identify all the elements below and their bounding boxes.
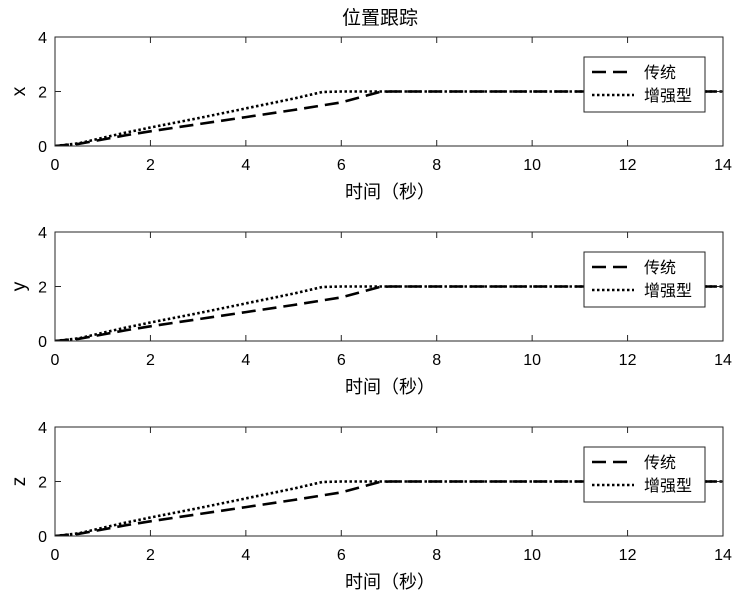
y-tick-label: 4 <box>38 420 47 437</box>
legend: 传统增强型 <box>584 57 705 112</box>
legend: 传统增强型 <box>584 447 705 502</box>
legend-label-2: 增强型 <box>644 282 692 300</box>
y-tick-label: 2 <box>38 85 47 102</box>
x-tick-label: 2 <box>146 352 155 369</box>
x-tick-label: 6 <box>337 157 346 174</box>
x-tick-label: 0 <box>51 352 60 369</box>
chart-panel-x: 0 2 4 6 8 10 12 14 0 2 4 x 时间（秒） 传统增强型 <box>9 30 732 202</box>
x-tick-label: 6 <box>337 352 346 369</box>
legend: 传统增强型 <box>584 252 705 307</box>
legend-label-1: 传统 <box>644 64 676 82</box>
x-tick-label: 0 <box>51 547 60 564</box>
y-tick-label: 4 <box>38 30 47 47</box>
chart-panel-z: 0 2 4 6 8 10 12 14 0 2 4 z 时间（秒） 传统增强型 <box>9 420 732 592</box>
y-axis-label: z <box>9 477 30 487</box>
y-axis-label: x <box>9 86 30 96</box>
x-tick-label: 10 <box>523 547 541 564</box>
x-tick-label: 4 <box>241 352 250 369</box>
x-tick-label: 0 <box>51 157 60 174</box>
x-tick-label: 14 <box>714 157 732 174</box>
x-tick-label: 6 <box>337 547 346 564</box>
x-tick-label: 4 <box>241 547 250 564</box>
x-tick-label: 8 <box>432 547 441 564</box>
figure-title: 位置跟踪 <box>342 7 418 29</box>
x-tick-label: 12 <box>619 547 637 564</box>
x-tick-label: 2 <box>146 547 155 564</box>
y-tick-label: 4 <box>38 225 47 242</box>
y-tick-label: 0 <box>38 139 47 156</box>
x-tick-label: 14 <box>714 547 732 564</box>
y-tick-label: 2 <box>38 475 47 492</box>
legend-label-2: 增强型 <box>644 87 692 105</box>
x-tick-label: 4 <box>241 157 250 174</box>
x-tick-label: 8 <box>432 157 441 174</box>
x-tick-label: 12 <box>619 352 637 369</box>
x-axis-label: 时间（秒） <box>345 377 435 397</box>
legend-label-1: 传统 <box>644 259 676 277</box>
y-axis-label: y <box>9 281 30 291</box>
legend-label-2: 增强型 <box>644 477 692 495</box>
y-tick-label: 0 <box>38 334 47 351</box>
y-tick-label: 2 <box>38 280 47 297</box>
chart-panel-y: 0 2 4 6 8 10 12 14 0 2 4 y 时间（秒） 传统增强型 <box>9 225 732 397</box>
y-tick-label: 0 <box>38 529 47 546</box>
x-tick-label: 2 <box>146 157 155 174</box>
x-tick-label: 8 <box>432 352 441 369</box>
legend-label-1: 传统 <box>644 454 676 472</box>
x-tick-label: 10 <box>523 352 541 369</box>
x-axis-label: 时间（秒） <box>345 182 435 202</box>
x-tick-label: 14 <box>714 352 732 369</box>
x-tick-label: 10 <box>523 157 541 174</box>
x-axis-label: 时间（秒） <box>345 572 435 592</box>
x-tick-label: 12 <box>619 157 637 174</box>
